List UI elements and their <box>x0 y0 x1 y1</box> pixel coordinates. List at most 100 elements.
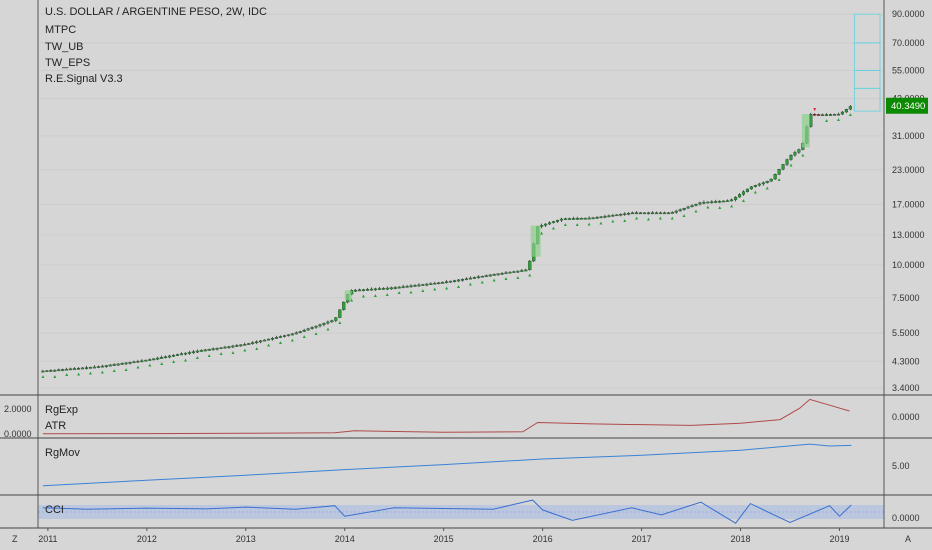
signal-marker-138: ▲ <box>587 221 592 227</box>
signal-marker-75: ▲ <box>337 320 342 326</box>
candle-body-25 <box>140 360 144 362</box>
candle-body-13 <box>92 366 96 369</box>
candle-body-200 <box>832 114 837 116</box>
pane-label-atr[interactable]: ATR <box>45 420 67 432</box>
gap-bar-0 <box>344 290 352 301</box>
indicator-legend-tw-eps[interactable]: TW_EPS <box>45 57 91 69</box>
candle-body-131 <box>559 218 563 221</box>
candle-body-94 <box>413 285 417 287</box>
signal-marker-135: ▲ <box>575 222 580 228</box>
candle-body-137 <box>583 217 587 220</box>
signal-marker-171: ▲ <box>717 205 722 211</box>
candle-body-159 <box>670 212 674 214</box>
candle-body-191 <box>797 149 801 153</box>
candle-body-156 <box>658 212 662 215</box>
price-label-8: 10.0000 <box>892 260 925 270</box>
signal-marker-195: ▼ <box>812 107 817 113</box>
candle-body-161 <box>678 209 682 212</box>
candle-body-188 <box>785 159 789 165</box>
signal-markers: ▲ ▲ ▲ ▲ ▲ ▲ ▲ ▲ ▲ ▲ ▲ ▲ ▲ ▲ ▲ ▲ ▲ ▲ ▲ ▲ ▲ ▲ ▲ ▲ ▲ ▲ ▲ ▲ ▲ ▲ ▲ ▲ ▲ ▲ ▲ ▲ ▲ ▲ ▲ ▲… <box>40 107 852 380</box>
signal-marker-33: ▲ <box>171 359 176 365</box>
candle-body-8 <box>73 368 77 370</box>
candle-body-158 <box>666 212 670 215</box>
candle-body-50 <box>239 344 243 347</box>
candle-body-100 <box>437 282 441 285</box>
signal-marker-114: ▲ <box>492 277 497 283</box>
candle-body-105 <box>456 279 461 282</box>
candle-body-99 <box>433 282 437 285</box>
pane-label-rgexp[interactable]: RgExp <box>45 404 79 416</box>
candle-body-62 <box>286 334 290 337</box>
atr-left-tick-top: 2.0000 <box>4 404 32 414</box>
candle-body-164 <box>690 205 694 208</box>
signal-marker-81: ▲ <box>361 293 366 299</box>
candle-body-0 <box>41 370 45 373</box>
candle-body-177 <box>741 191 746 195</box>
candle-body-202 <box>840 111 844 115</box>
candle-body-36 <box>183 352 187 355</box>
candle-body-64 <box>294 332 298 335</box>
candle-body-19 <box>116 363 120 366</box>
pane-label-cci[interactable]: CCI <box>45 504 64 516</box>
candle-body-152 <box>642 212 647 215</box>
candle-body-195 <box>813 114 817 116</box>
candle-body-174 <box>730 199 734 202</box>
candle-body-122 <box>524 269 528 272</box>
candle-body-114 <box>492 274 496 276</box>
price-series <box>41 104 852 373</box>
signal-marker-36: ▲ <box>183 357 188 363</box>
candle-body-134 <box>571 218 575 220</box>
candle-body-138 <box>587 217 591 220</box>
candle-body-170 <box>714 201 718 203</box>
pane-label-rgmov[interactable]: RgMov <box>45 447 80 459</box>
chart-title: U.S. DOLLAR / ARGENTINE PESO, 2W, IDC <box>45 6 267 18</box>
indicator-legend-re-signal[interactable]: R.E.Signal V3.3 <box>45 73 123 85</box>
signal-marker-153: ▲ <box>646 217 651 223</box>
candle-body-113 <box>488 274 492 277</box>
candle-body-179 <box>749 186 753 190</box>
indicator-panes <box>38 398 884 524</box>
candle-body-61 <box>282 335 286 337</box>
candle-body-29 <box>156 357 160 360</box>
candle-body-55 <box>259 340 263 343</box>
candle-body-116 <box>500 273 504 275</box>
candle-body-72 <box>326 321 330 324</box>
signal-marker-51: ▲ <box>242 348 247 354</box>
signal-marker-141: ▲ <box>599 220 604 226</box>
candle-body-143 <box>607 215 611 218</box>
candle-body-10 <box>80 367 85 370</box>
signal-marker-120: ▲ <box>515 275 520 281</box>
year-label-5: 2016 <box>533 534 553 544</box>
candle-body-167 <box>702 202 706 204</box>
price-label-0: 90.0000 <box>892 9 925 19</box>
indicator-legend-tw-ub[interactable]: TW_UB <box>45 41 84 53</box>
candle-body-127 <box>544 223 548 226</box>
signal-marker-162: ▲ <box>682 213 687 219</box>
signal-marker-180: ▲ <box>753 189 758 195</box>
signal-marker-54: ▲ <box>254 346 259 352</box>
signal-marker-183: ▲ <box>765 186 770 192</box>
candle-body-168 <box>706 201 710 204</box>
candle-body-59 <box>274 337 279 339</box>
signal-marker-156: ▲ <box>658 215 663 221</box>
candle-body-172 <box>722 200 726 203</box>
price-label-1: 70.0000 <box>892 38 925 48</box>
atr-left-tick-bottom: 0.0000 <box>4 429 32 439</box>
candle-body-23 <box>132 361 136 364</box>
candle-body-4 <box>57 369 61 372</box>
candle-body-204 <box>848 106 852 110</box>
signal-marker-6: ▲ <box>64 372 69 378</box>
signal-marker-84: ▲ <box>373 293 378 299</box>
candle-body-108 <box>468 277 472 280</box>
price-label-5: 23.0000 <box>892 165 925 175</box>
candle-body-20 <box>120 363 124 365</box>
candle-body-70 <box>318 324 322 327</box>
signal-marker-126: ▲ <box>539 230 544 236</box>
candle-body-27 <box>148 359 152 361</box>
year-label-2: 2013 <box>236 534 256 544</box>
signal-marker-3: ▲ <box>52 374 57 380</box>
signal-marker-18: ▲ <box>112 368 117 374</box>
candle-body-80 <box>358 289 362 292</box>
indicator-legend-mtpc[interactable]: MTPC <box>45 24 77 36</box>
